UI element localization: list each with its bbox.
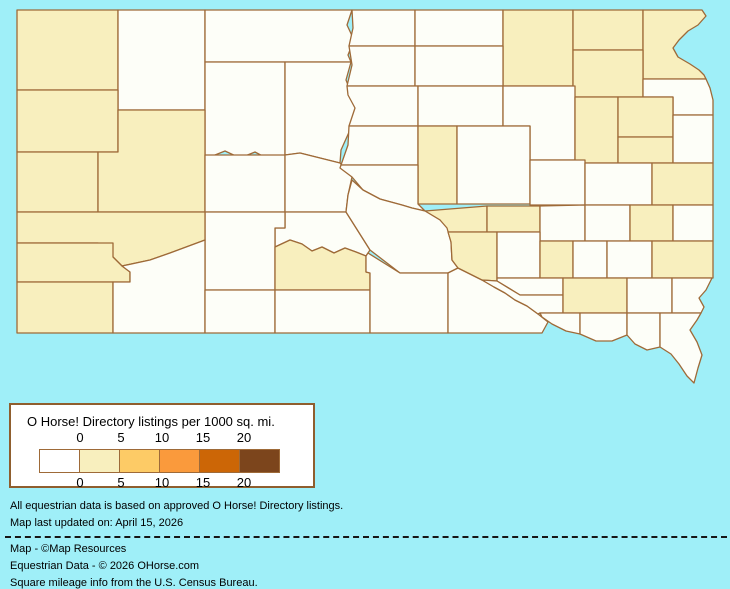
county-aurora [496,231,541,279]
legend-tick-label: 20 [236,430,252,445]
legend: O Horse! Directory listings per 1000 sq.… [9,403,315,491]
county-hutchinson [562,277,628,314]
county-day [572,49,644,98]
legend-tick-label: 10 [154,475,170,490]
county-kingsbury [584,162,653,206]
census-credit: Square mileage info from the U.S. Census… [10,577,258,589]
county-hanson [572,240,608,279]
legend-color-cell-2 [119,449,160,473]
county-hand [456,125,531,205]
county-perkins [117,9,206,111]
county-yankton [579,312,628,342]
county-beadle [529,159,586,206]
county-miner [584,204,631,242]
county-dewey [284,61,358,164]
county-lincoln [671,277,713,314]
county-roberts [642,9,707,80]
south-dakota-county-map [16,9,714,384]
legend-tick-label: 5 [117,430,125,445]
county-clark [574,96,619,164]
legend-ticks-top: 0 5 10 15 20 [11,430,313,446]
legend-color-cell-1 [79,449,120,473]
county-mcpherson [414,9,504,47]
county-clay [626,312,661,351]
last-updated-note: Map last updated on: April 15, 2026 [10,517,184,529]
county-butte [16,89,119,153]
county-brookings [651,162,714,206]
county-custer [16,242,131,283]
legend-color-cell-5 [239,449,280,473]
legend-color-cell-0 [39,449,80,473]
county-deuel [672,114,714,164]
county-codington [617,96,674,138]
county-corson [204,9,355,63]
county-jerauld [486,205,541,233]
county-davison [539,240,574,279]
county-tripp [365,252,449,334]
county-shannon [112,239,206,334]
legend-color-ramp [39,449,280,473]
county-union [659,312,703,384]
county-sanborn [539,204,586,242]
legend-tick-label: 15 [195,430,211,445]
legend-tick-label: 0 [76,430,84,445]
county-harding [16,9,119,91]
county-lawrence [16,151,99,213]
map-credit: Map - ©Map Resources [10,543,127,555]
county-edmunds [414,45,504,87]
county-jackson [204,211,286,291]
county-marshall [572,9,644,51]
legend-tick-label: 15 [195,475,211,490]
county-bennett [204,289,276,334]
county-ziebach [204,61,286,161]
county-moody [672,204,714,242]
county-charles-mix [481,279,564,315]
county-minnehaha [651,240,714,279]
legend-tick-label: 0 [76,475,84,490]
legend-color-cell-3 [159,449,200,473]
legend-tick-label: 20 [236,475,252,490]
county-sully [340,125,419,166]
legend-tick-label: 10 [154,430,170,445]
county-mccook [606,240,653,279]
equestrian-data-credit: Equestrian Data - © 2026 OHorse.com [10,560,200,572]
county-hamlin [617,136,674,164]
county-todd [274,289,371,334]
county-faulk [417,85,504,127]
county-campbell [348,9,416,47]
county-lake [629,204,674,242]
county-brown [502,9,574,87]
legend-tick-label: 5 [117,475,125,490]
county-haakon [204,154,286,213]
county-fall-river [16,281,114,334]
county-hyde [417,125,458,205]
county-walworth [346,45,416,87]
data-source-note: All equestrian data is based on approved… [10,500,344,512]
legend-title: O Horse! Directory listings per 1000 sq.… [27,414,275,429]
county-potter [346,85,419,127]
county-turner [626,277,673,314]
dashed-divider [5,536,727,538]
legend-color-cell-4 [199,449,240,473]
legend-ticks-bottom: 0 5 10 15 20 [11,475,313,491]
